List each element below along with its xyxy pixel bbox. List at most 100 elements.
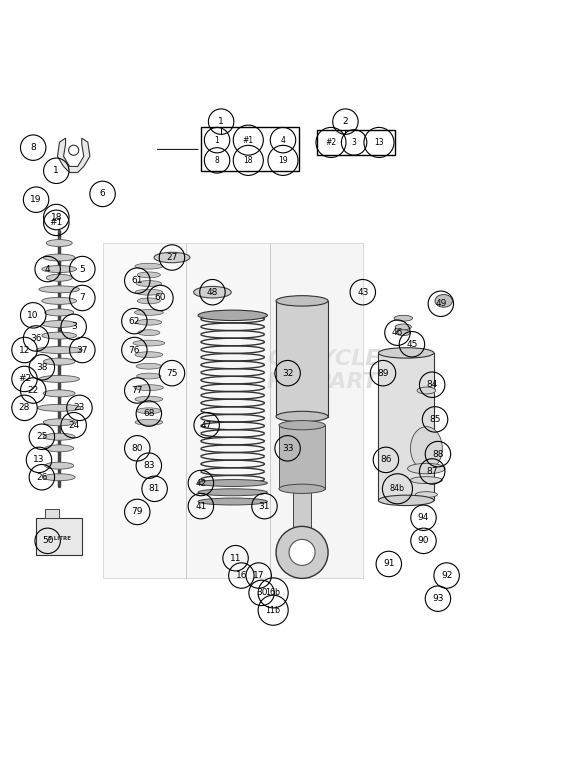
Text: ORCYCLE
RE  PARTS: ORCYCLE RE PARTS	[267, 348, 394, 392]
Ellipse shape	[198, 489, 267, 496]
Ellipse shape	[408, 463, 445, 474]
Text: #2: #2	[18, 374, 31, 383]
Text: 77: 77	[131, 386, 143, 395]
Bar	[276, 301, 328, 416]
Ellipse shape	[39, 376, 80, 383]
Text: 11b: 11b	[266, 606, 281, 615]
Text: 45: 45	[406, 340, 418, 349]
Text: 4: 4	[281, 136, 285, 144]
Ellipse shape	[135, 289, 163, 295]
Text: 38: 38	[36, 363, 48, 372]
Ellipse shape	[193, 287, 231, 298]
Ellipse shape	[133, 341, 165, 346]
Bar	[317, 130, 394, 155]
Text: 10: 10	[27, 311, 39, 320]
Text: 60: 60	[155, 294, 166, 302]
Text: 32: 32	[282, 369, 293, 378]
Text: 36: 36	[30, 334, 42, 343]
Text: 90: 90	[418, 537, 429, 545]
Text: 13: 13	[374, 138, 384, 147]
Text: #1: #1	[243, 136, 254, 144]
Circle shape	[289, 540, 315, 565]
Text: 84b: 84b	[390, 484, 405, 494]
Text: 42: 42	[195, 479, 206, 487]
Text: 91: 91	[383, 559, 394, 569]
Text: 27: 27	[166, 253, 178, 262]
Ellipse shape	[42, 332, 77, 339]
Text: 22: 22	[27, 386, 39, 395]
Ellipse shape	[435, 294, 453, 307]
Text: 17: 17	[253, 571, 264, 580]
Ellipse shape	[44, 474, 75, 480]
Ellipse shape	[134, 309, 163, 316]
Text: 89: 89	[377, 369, 389, 378]
Text: 50: 50	[42, 537, 53, 545]
Text: 33: 33	[282, 444, 293, 453]
Ellipse shape	[42, 320, 77, 327]
Ellipse shape	[38, 405, 81, 412]
Ellipse shape	[137, 272, 160, 278]
Text: 62: 62	[129, 316, 140, 326]
Ellipse shape	[44, 419, 75, 426]
Ellipse shape	[154, 252, 190, 262]
Text: 16: 16	[236, 571, 247, 580]
Ellipse shape	[279, 484, 325, 494]
Text: 8: 8	[215, 156, 220, 165]
Ellipse shape	[198, 498, 267, 505]
Ellipse shape	[378, 348, 434, 358]
Text: 88: 88	[432, 450, 444, 458]
Text: 84: 84	[426, 380, 438, 389]
Ellipse shape	[135, 263, 163, 269]
Text: 76: 76	[128, 345, 140, 355]
Text: 83: 83	[143, 461, 155, 470]
Bar	[293, 474, 311, 530]
Text: 19: 19	[278, 156, 288, 165]
Text: 8: 8	[30, 143, 36, 152]
Text: #1: #1	[50, 219, 63, 227]
Ellipse shape	[276, 296, 328, 306]
Bar	[36, 518, 83, 555]
Ellipse shape	[44, 433, 75, 440]
Ellipse shape	[378, 495, 434, 505]
Text: 85: 85	[429, 415, 441, 424]
Ellipse shape	[45, 462, 74, 469]
Ellipse shape	[135, 351, 163, 358]
Text: 2: 2	[343, 117, 348, 126]
Text: 18: 18	[243, 156, 253, 165]
Text: 16b: 16b	[266, 588, 281, 597]
Bar	[201, 127, 299, 171]
Ellipse shape	[279, 420, 325, 430]
Ellipse shape	[137, 408, 161, 414]
Text: 24: 24	[68, 421, 79, 430]
Ellipse shape	[42, 266, 77, 273]
Ellipse shape	[44, 358, 75, 365]
Ellipse shape	[198, 480, 267, 487]
Text: 18: 18	[51, 212, 62, 222]
Text: 93: 93	[432, 594, 444, 603]
Text: 19: 19	[30, 195, 42, 204]
Ellipse shape	[46, 240, 72, 247]
Circle shape	[69, 145, 79, 155]
Text: 81: 81	[149, 484, 160, 494]
Bar	[378, 353, 434, 501]
Text: 43: 43	[357, 287, 368, 297]
Polygon shape	[270, 243, 363, 579]
Text: 5: 5	[80, 265, 85, 273]
Text: 87: 87	[426, 467, 438, 476]
Text: 92: 92	[441, 571, 452, 580]
Ellipse shape	[136, 319, 162, 325]
Ellipse shape	[135, 419, 163, 425]
Ellipse shape	[415, 492, 437, 497]
Ellipse shape	[135, 396, 163, 402]
Circle shape	[276, 526, 328, 579]
Bar	[45, 509, 59, 518]
Text: 30: 30	[256, 588, 267, 597]
Text: 1: 1	[53, 166, 59, 175]
Bar	[279, 425, 325, 489]
Ellipse shape	[394, 316, 413, 321]
Polygon shape	[187, 243, 270, 579]
Ellipse shape	[411, 426, 442, 470]
Ellipse shape	[46, 274, 72, 281]
Ellipse shape	[45, 445, 74, 451]
Text: 86: 86	[380, 455, 392, 465]
